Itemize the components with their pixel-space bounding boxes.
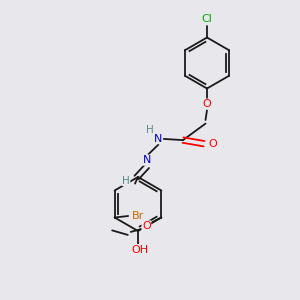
Text: N: N xyxy=(154,134,163,144)
Text: N: N xyxy=(143,155,151,165)
Text: H: H xyxy=(122,176,130,186)
Text: Cl: Cl xyxy=(202,14,212,25)
Text: OH: OH xyxy=(131,244,148,255)
Text: O: O xyxy=(208,139,217,149)
Text: H: H xyxy=(146,125,153,135)
Text: O: O xyxy=(202,99,211,109)
Text: O: O xyxy=(142,221,151,231)
Text: Br: Br xyxy=(132,211,144,221)
